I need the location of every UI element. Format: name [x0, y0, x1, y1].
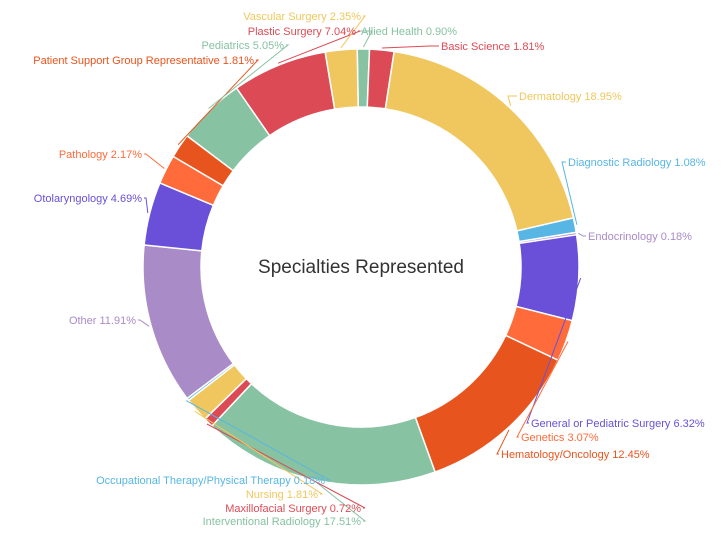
leader-line-diagnostic-radiology [561, 161, 578, 225]
slice-label-patient-support-group-representative: Patient Support Group Representative 1.8… [33, 55, 254, 67]
leader-line-pathology [144, 153, 165, 169]
leader-line-dermatology [507, 95, 517, 106]
leader-line-vascular-surgery [340, 15, 367, 49]
slice-label-basic-science: Basic Science 1.81% [441, 41, 545, 53]
leader-line-allied-health [359, 30, 373, 48]
slice-label-other: Other 11.91% [69, 315, 136, 327]
slice-dermatology[interactable] [384, 50, 575, 232]
leader-line-maxillofacial-surgery [206, 423, 366, 509]
slice-label-hematology-oncology: Hematology/Oncology 12.45% [501, 449, 650, 461]
leader-line-plastic-surgery [277, 30, 361, 64]
leader-line-general-or-pediatric-surgery [526, 277, 582, 424]
leader-line-otolaryngology [144, 197, 149, 213]
leader-line-endocrinology [578, 232, 586, 237]
leader-line-other [138, 319, 150, 327]
slice-label-diagnostic-radiology: Diagnostic Radiology 1.08% [568, 157, 706, 169]
slice-labels: Allied Health 0.90% Basic Science 1.81% De… [33, 11, 706, 528]
donut-slices [142, 48, 580, 486]
leader-line-pediatrics [208, 44, 290, 109]
slice-label-otolaryngology: Otolaryngology 4.69% [34, 193, 142, 205]
leader-line-occupational-therapy-physical-therapy [185, 400, 331, 481]
leader-line-patient-support-group-representative [177, 59, 260, 146]
slice-label-genetics: Genetics 3.07% [521, 432, 599, 444]
slice-label-endocrinology: Endocrinology 0.18% [588, 231, 692, 243]
slice-label-pediatrics: Pediatrics 5.05% [201, 40, 284, 52]
slice-vascular-surgery[interactable] [324, 48, 359, 111]
slice-label-maxillofacial-surgery: Maxillofacial Surgery 0.72% [225, 503, 361, 515]
slice-label-pathology: Pathology 2.17% [59, 149, 142, 161]
slice-label-general-or-pediatric-surgery: General or Pediatric Surgery 6.32% [531, 418, 705, 430]
leader-line-nursing [194, 410, 324, 495]
chart-title: Specialties Represented [258, 257, 464, 278]
leader-line-interventional-radiology [316, 482, 367, 522]
leader-line-basic-science [382, 45, 439, 49]
slice-interventional-radiology[interactable] [210, 382, 437, 486]
leader-line-genetics [516, 341, 569, 438]
slice-label-plastic-surgery: Plastic Surgery 7.04% [248, 26, 356, 38]
slice-label-dermatology: Dermatology 18.95% [519, 91, 622, 103]
leader-line-hematology-oncology [496, 429, 510, 455]
slice-label-interventional-radiology: Interventional Radiology 17.51% [203, 516, 362, 528]
slice-label-allied-health: Allied Health 0.90% [361, 26, 457, 38]
label-leader-lines [138, 15, 586, 522]
slice-label-vascular-surgery: Vascular Surgery 2.35% [243, 11, 361, 23]
slice-label-nursing: Nursing 1.81% [246, 489, 318, 501]
slice-label-occupational-therapy-physical-therapy: Occupational Therapy/Physical Therapy 0.… [96, 475, 325, 487]
